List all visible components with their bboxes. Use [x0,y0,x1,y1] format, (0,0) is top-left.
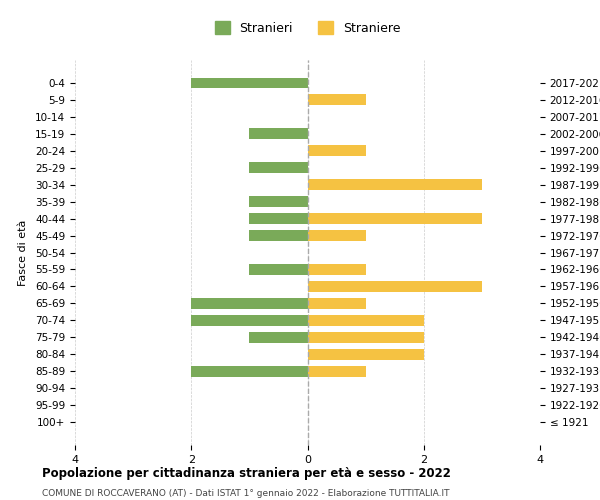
Bar [308,180,482,190]
Bar [191,78,308,88]
Legend: Stranieri, Straniere: Stranieri, Straniere [209,16,406,40]
Bar [250,332,308,342]
Bar [308,94,365,104]
Bar [308,350,424,360]
Bar [308,214,482,224]
Text: COMUNE DI ROCCAVERANO (AT) - Dati ISTAT 1° gennaio 2022 - Elaborazione TUTTITALI: COMUNE DI ROCCAVERANO (AT) - Dati ISTAT … [42,488,449,498]
Bar [308,366,365,376]
Bar [308,264,365,274]
Bar [191,366,308,376]
Bar [308,282,482,292]
Bar [250,162,308,172]
Bar [308,230,365,240]
Bar [308,146,365,156]
Bar [191,316,308,326]
Bar [250,264,308,274]
Bar [250,128,308,138]
Bar [308,316,424,326]
Bar [308,332,424,342]
Y-axis label: Fasce di età: Fasce di età [18,220,28,286]
Bar [191,298,308,308]
Bar [250,214,308,224]
Bar [308,298,365,308]
Bar [250,196,308,206]
Bar [250,230,308,240]
Text: Popolazione per cittadinanza straniera per età e sesso - 2022: Popolazione per cittadinanza straniera p… [42,467,451,480]
